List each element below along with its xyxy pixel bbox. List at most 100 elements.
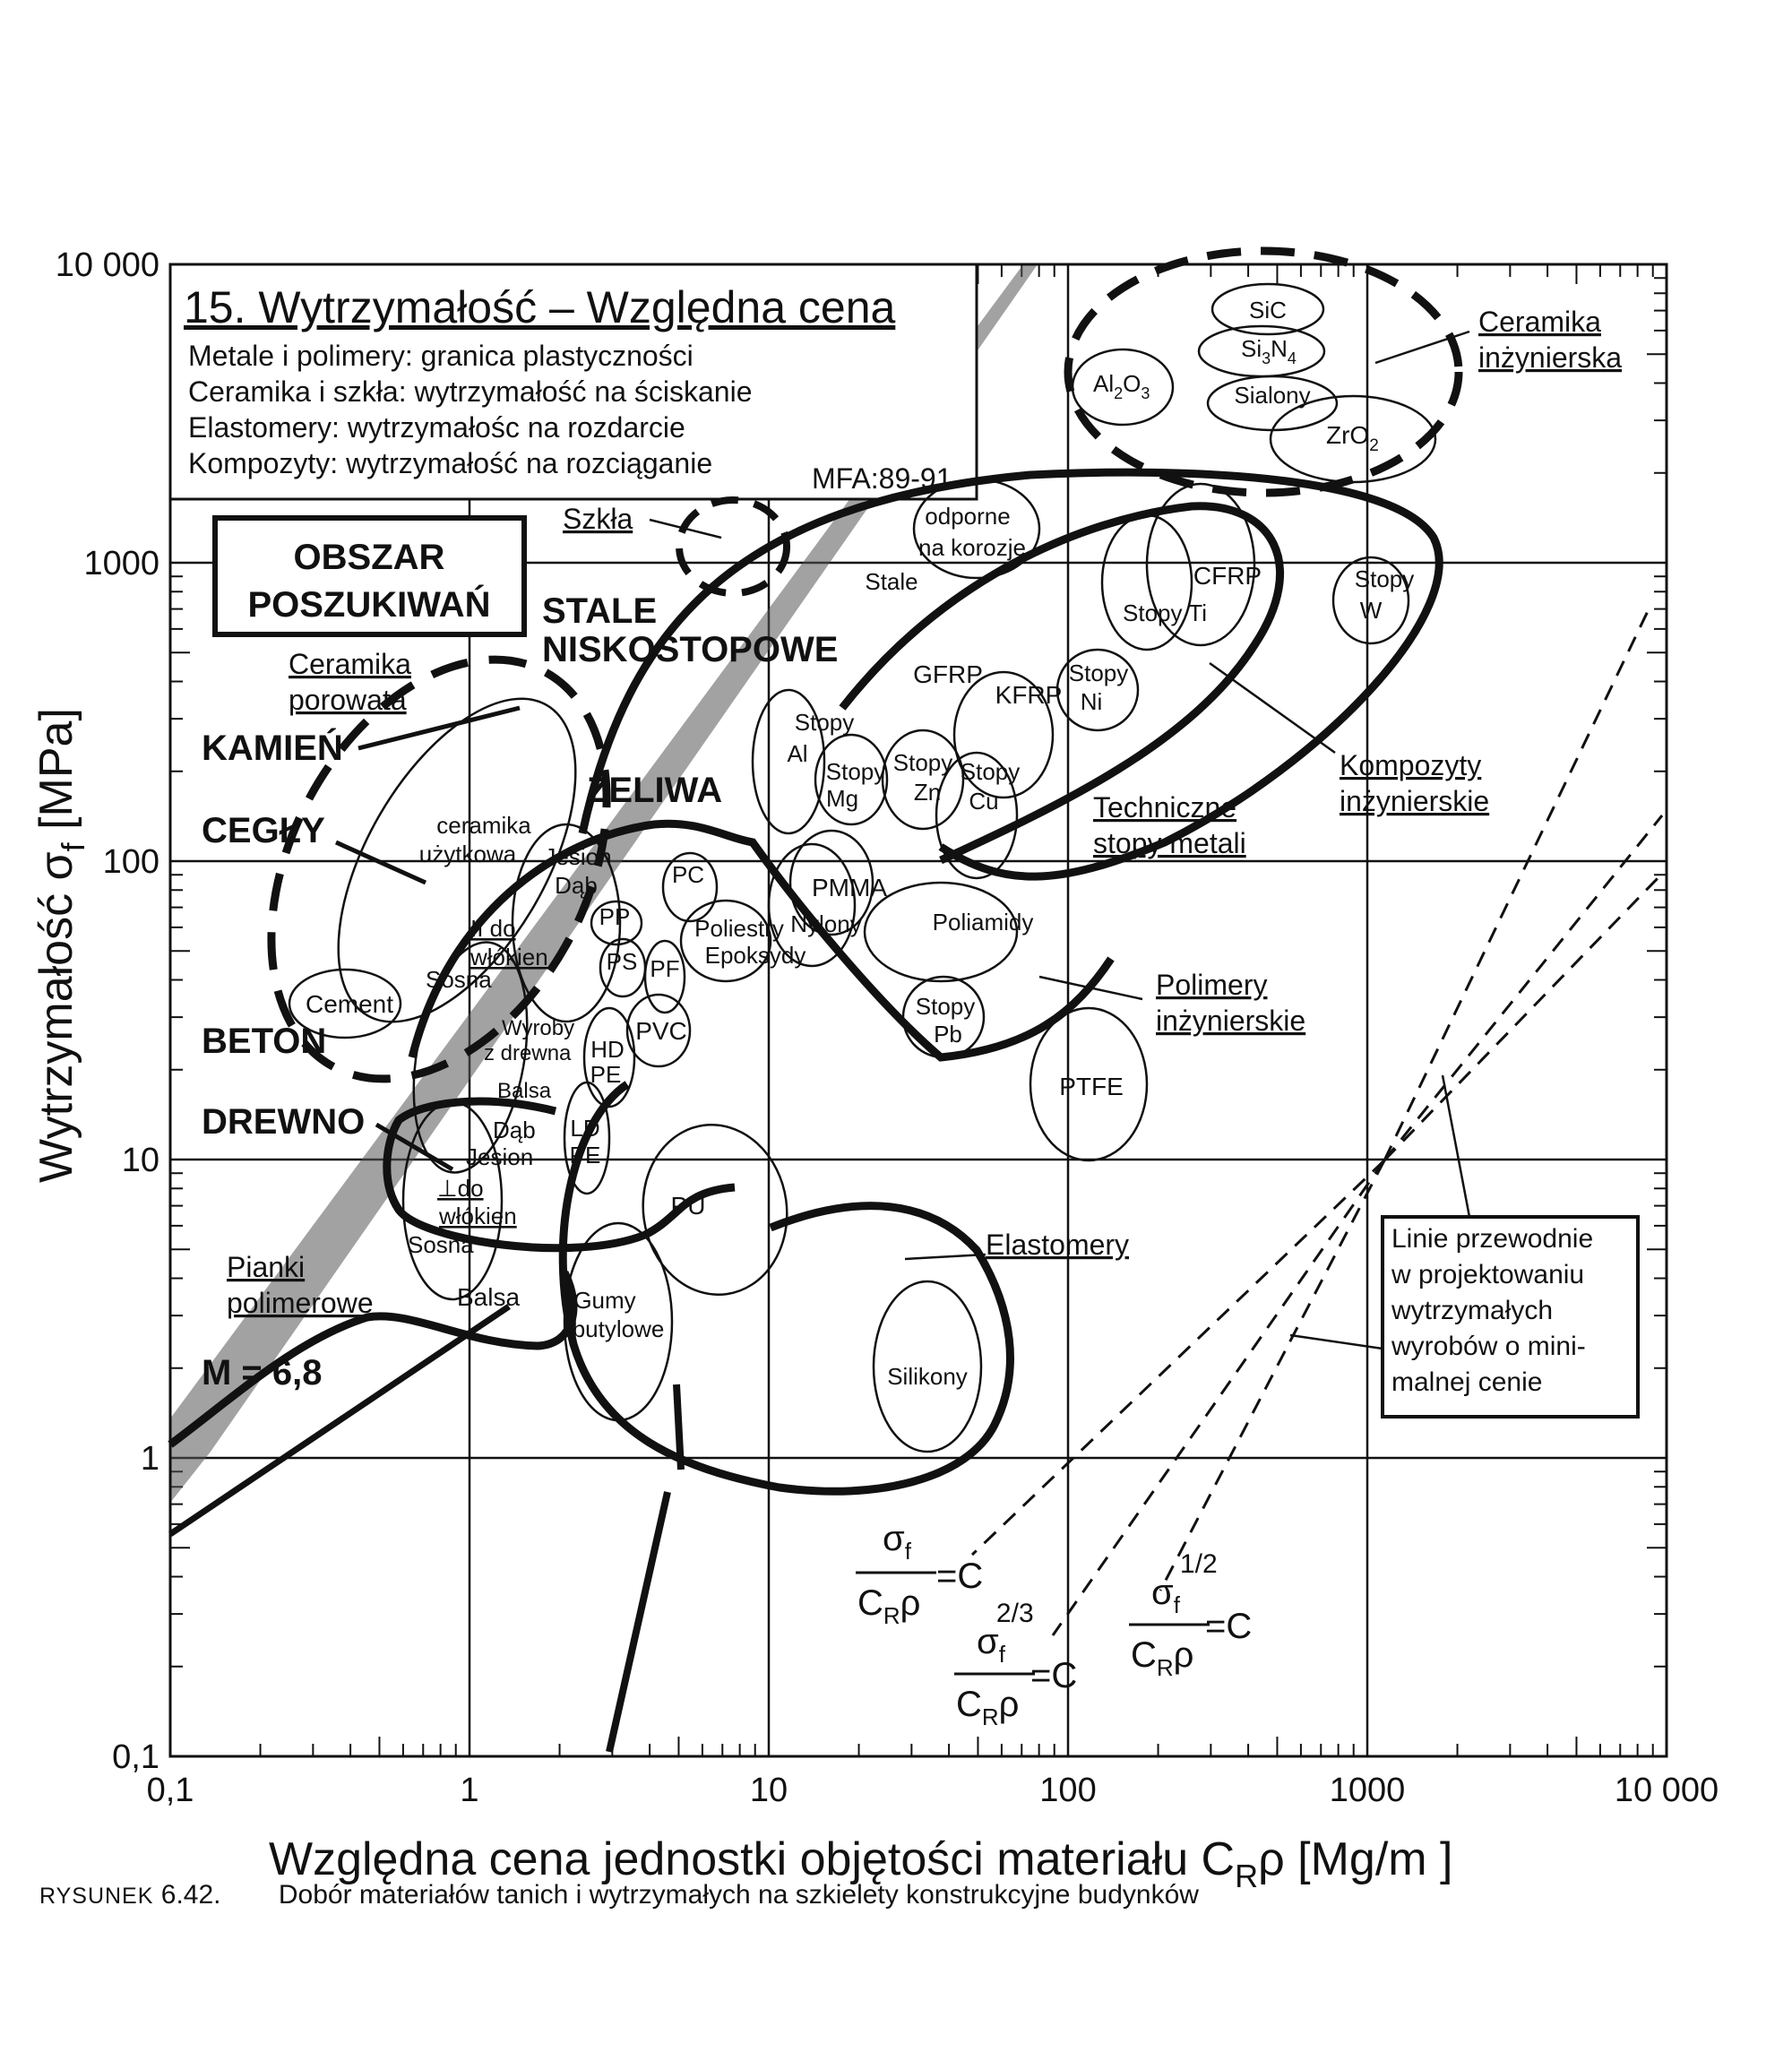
label-stopy-al-2: Al [787,740,807,767]
label-pmma: PMMA [812,874,887,901]
label-wyroby-2: z drewna [484,1041,572,1065]
leader-elastomery [904,1253,986,1261]
label-cegly: CEGŁY [202,811,325,850]
label-stopy-w-1: Stopy [1355,565,1415,592]
label-ptfe: PTFE [1059,1073,1124,1100]
caption-text: Dobór materiałów tanich i wytrzymałych n… [278,1880,1199,1910]
label-stopy-ti: Stopy Ti [1123,599,1207,626]
label-poliamidy: Poliamidy [933,909,1034,936]
x-axis-label: Względna cena jednostki objętości materi… [269,1833,1453,1894]
label-zro2: ZrO2 [1326,421,1379,455]
label-stopy-pb-1: Stopy [916,993,976,1020]
caption-number: 6.42. [160,1880,221,1910]
label-cfrp: CFRP [1193,562,1262,590]
material-ellipses-polymers [563,842,1149,1453]
label-sialony: Sialony [1234,382,1310,409]
label-stopy-pb-2: Pb [934,1021,962,1048]
svg-text:=C: =C [936,1557,983,1596]
label-balsa-2: Balsa [457,1283,520,1311]
group-szkla [676,496,790,597]
elastomer-lower-line [606,1491,671,1753]
label-kfrp: KFRP [995,681,1063,709]
label-pu: PU [671,1192,706,1220]
label-elastomery: Elastomery [986,1229,1129,1261]
svg-text:CRρ: CRρ [857,1583,920,1629]
label-dab-jesion-1: Dąb [493,1117,536,1143]
group-elastomery [558,1081,1014,1496]
m-6-8-line [168,1304,511,1537]
label-szkla: Szkła [563,503,633,535]
legend-line-4: Kompozyty: wytrzymałość na rozciąganie [188,447,712,479]
label-stopy-mg-1: Stopy [826,758,886,785]
label-gumy-2: butylowe [573,1315,665,1342]
group-kompozyty-inzynierskie [839,502,1284,865]
leader-cegly [334,840,427,885]
y-tick-label: 1 [141,1440,159,1478]
label-epoksydy: Epoksydy [705,942,806,969]
ellipse-ceramika-uzytkowa [337,697,577,1023]
group-ceramika-porowata [267,655,611,1083]
label-ceramika-inz-1: Ceramika [1478,306,1601,338]
leader-kamien [358,705,521,751]
label-gumy-1: Gumy [573,1287,635,1314]
leader-guide-2 [1289,1333,1383,1350]
formula-1: σf CRρ =C [856,1519,983,1629]
guide-line-2: w projektowaniu [1391,1260,1584,1289]
label-al2o3: Al2O3 [1093,370,1150,402]
label-si3n4: Si3N4 [1241,335,1297,367]
label-polimery-1: Polimery [1156,969,1267,1001]
figure-caption: RYSUNEK 6.42. Dobór materiałów tanich i … [39,1880,1199,1910]
group-polimery-inzynierskie [408,819,1115,1062]
svg-text:=C: =C [1205,1607,1252,1646]
title-block [168,263,978,501]
foam-bottom-line [673,1384,685,1470]
leader-ceramika-inz [1374,330,1470,365]
guide-line-4: wyrobów o mini- [1391,1332,1586,1361]
label-odporne-1: odporne [925,503,1010,530]
label-pianki-2: polimerowe [227,1287,374,1319]
label-ceramika-uz-2: użytkowa [419,841,517,867]
plot-frame [168,263,1668,1758]
label-stopy-al-1: Stopy [795,709,855,736]
search-region-box [212,515,527,637]
svg-text:σf2/3: σf2/3 [977,1599,1034,1668]
x-tick-label: 0,1 [147,1772,194,1809]
x-tick-label: 10 000 [1615,1772,1719,1809]
caption-label: RYSUNEK [39,1884,154,1909]
y-tick-label: 10 [122,1142,159,1179]
label-pf: PF [650,955,679,982]
label-sic: SiC [1249,297,1287,323]
axis-minor-ticks [170,264,1667,1756]
y-axis-label: Wytrzymałość σf [MPa] [30,708,91,1183]
label-pp: PP [599,903,631,930]
legend-line-1: Metale i polimery: granica plastyczności [188,340,694,372]
leader-szkla [649,518,722,539]
label-drewno: DREWNO [202,1102,365,1142]
label-kompozyty-1: Kompozyty [1340,749,1481,781]
label-beton: BETON [202,1022,326,1061]
label-stale-nisko-2: NISKOSTOPOWE [542,630,838,669]
formula-3: σf1/2 CRρ =C [1129,1549,1252,1681]
x-tick-labels: 0,1 1 10 100 1000 10 000 [147,1772,1719,1809]
x-tick-label: 100 [1039,1772,1096,1809]
svg-text:σf: σf [883,1519,912,1565]
label-perp-1: ⊥do [437,1175,484,1202]
label-jesion-dab-2: Dąb [555,872,598,899]
guide-line-3: wytrzymałych [1391,1296,1553,1325]
label-ceramika-inz-2: inżynierska [1478,341,1622,374]
group-techniczne-stopy-metali [578,468,1443,881]
label-stopy-zn-1: Stopy [893,749,953,776]
svg-text:CRρ: CRρ [956,1685,1019,1730]
chart-title: 15. Wytrzymałość – Względna cena [184,282,896,332]
label-stopy-cu-1: Stopy [961,758,1021,785]
label-ceramika-por-2: porowata [289,684,407,716]
svg-text:CRρ: CRρ [1131,1635,1193,1681]
y-tick-label: 10 000 [56,246,159,284]
label-poliestry: Poliestry [694,915,784,942]
guide-lines [970,608,1664,1636]
legend-line-2: Ceramika i szkła: wytrzymałość na ściska… [188,375,753,408]
formula-2: σf2/3 CRρ =C [954,1599,1077,1730]
label-nylony: Nylony [790,910,861,937]
search-region-line-2: POSZUKIWAŃ [247,584,490,625]
